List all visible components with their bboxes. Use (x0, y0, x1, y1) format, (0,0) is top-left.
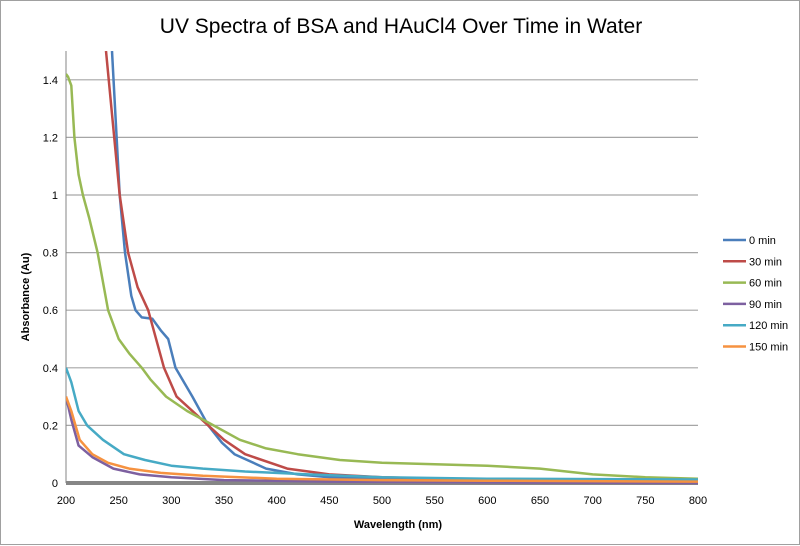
x-tick-label: 700 (583, 495, 601, 507)
x-tick-label: 600 (478, 495, 496, 507)
x-tick-label: 350 (215, 495, 233, 507)
x-tick-label: 250 (109, 495, 127, 507)
y-tick-label: 1.2 (43, 132, 58, 144)
series-line-60-min (66, 73, 698, 480)
legend-label: 150 min (749, 342, 788, 354)
x-tick-label: 550 (425, 495, 443, 507)
y-tick-label: 0 (52, 478, 58, 490)
series-line-150-min (66, 396, 698, 483)
legend-label: 90 min (749, 299, 782, 311)
chart-title: UV Spectra of BSA and HAuCl4 Over Time i… (159, 15, 643, 38)
legend-label: 60 min (749, 278, 782, 290)
y-tick-label: 0.4 (43, 363, 58, 375)
y-tick-label: 1 (52, 190, 58, 202)
x-tick-label: 650 (531, 495, 549, 507)
y-tick-label: 1.4 (43, 75, 58, 87)
legend-label: 0 min (749, 235, 776, 247)
x-tick-label: 200 (57, 495, 75, 507)
x-tick-label: 750 (636, 495, 654, 507)
series-line-30-min (104, 51, 698, 483)
y-axis-label: Absorbance (Au) (20, 252, 32, 341)
x-tick-label: 450 (320, 495, 338, 507)
y-tick-label: 0.6 (43, 305, 58, 317)
x-tick-label: 500 (373, 495, 391, 507)
series-line-120-min (66, 367, 698, 481)
x-tick-label: 300 (162, 495, 180, 507)
x-tick-label: 400 (267, 495, 285, 507)
y-tick-label: 0.8 (43, 248, 58, 260)
y-tick-label: 0.2 (43, 420, 58, 432)
x-tick-label: 800 (689, 495, 707, 507)
x-axis-label: Wavelength (nm) (354, 519, 443, 531)
legend-label: 30 min (749, 256, 782, 268)
series-line-90-min (66, 396, 698, 485)
legend-label: 120 min (749, 320, 788, 332)
